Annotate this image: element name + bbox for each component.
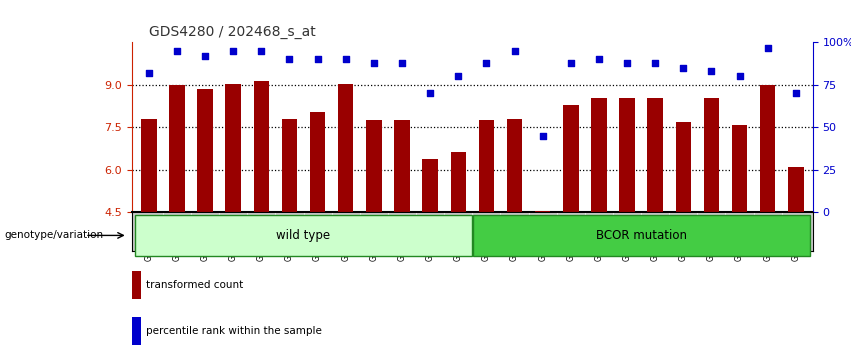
Point xyxy=(761,45,774,50)
Bar xyxy=(704,98,719,212)
Bar xyxy=(338,84,353,212)
Bar xyxy=(620,98,635,212)
Text: GSM755003: GSM755003 xyxy=(201,215,209,261)
Point xyxy=(142,70,156,76)
Point xyxy=(367,60,380,66)
Point xyxy=(480,60,494,66)
Text: percentile rank within the sample: percentile rank within the sample xyxy=(146,326,322,336)
Bar xyxy=(169,85,185,212)
Text: GSM755011: GSM755011 xyxy=(426,215,435,261)
Text: genotype/variation: genotype/variation xyxy=(4,230,103,240)
Bar xyxy=(134,215,472,256)
Point xyxy=(423,91,437,96)
Bar xyxy=(473,215,810,256)
Text: GDS4280 / 202468_s_at: GDS4280 / 202468_s_at xyxy=(149,25,316,39)
Bar xyxy=(506,119,523,212)
Text: GSM755017: GSM755017 xyxy=(623,215,631,261)
Point xyxy=(648,60,662,66)
Point xyxy=(564,60,578,66)
Bar xyxy=(197,89,213,212)
Point xyxy=(226,48,240,54)
Point xyxy=(339,57,352,62)
Bar xyxy=(132,271,141,299)
Bar xyxy=(788,167,803,212)
Point xyxy=(395,60,408,66)
Text: GSM755002: GSM755002 xyxy=(173,215,181,261)
Point xyxy=(508,48,522,54)
Bar xyxy=(732,125,747,212)
Text: BCOR mutation: BCOR mutation xyxy=(596,229,687,242)
Text: GSM755014: GSM755014 xyxy=(538,215,547,261)
Text: GSM755009: GSM755009 xyxy=(369,215,379,261)
Text: GSM755005: GSM755005 xyxy=(257,215,266,261)
Point xyxy=(789,91,802,96)
Text: GSM755024: GSM755024 xyxy=(454,215,463,261)
Text: GSM755004: GSM755004 xyxy=(229,215,237,261)
Point xyxy=(198,53,212,59)
Bar xyxy=(676,122,691,212)
Bar xyxy=(132,317,141,345)
Point xyxy=(733,74,746,79)
Text: GSM755018: GSM755018 xyxy=(651,215,660,261)
Bar xyxy=(422,159,438,212)
Text: GSM755022: GSM755022 xyxy=(763,215,772,261)
Bar xyxy=(310,112,325,212)
Bar xyxy=(226,84,241,212)
Bar xyxy=(282,119,297,212)
Text: GSM755007: GSM755007 xyxy=(313,215,322,261)
Bar xyxy=(760,85,775,212)
Text: GSM755006: GSM755006 xyxy=(285,215,294,261)
Text: GSM755021: GSM755021 xyxy=(735,215,744,261)
Point xyxy=(254,48,268,54)
Bar xyxy=(141,119,157,212)
Bar xyxy=(563,105,579,212)
Text: GSM755010: GSM755010 xyxy=(397,215,407,261)
Text: transformed count: transformed count xyxy=(146,280,243,290)
Bar xyxy=(254,81,269,212)
Text: wild type: wild type xyxy=(277,229,330,242)
Text: GSM755012: GSM755012 xyxy=(482,215,491,261)
Point xyxy=(705,69,718,74)
Point xyxy=(283,57,296,62)
Point xyxy=(451,74,465,79)
Bar xyxy=(394,120,409,212)
Bar xyxy=(366,120,381,212)
Text: GSM755019: GSM755019 xyxy=(679,215,688,261)
Point xyxy=(677,65,690,71)
Point xyxy=(536,133,550,139)
Point xyxy=(311,57,324,62)
Text: GSM755023: GSM755023 xyxy=(791,215,800,261)
Point xyxy=(592,57,606,62)
Text: GSM755020: GSM755020 xyxy=(707,215,716,261)
Bar xyxy=(591,98,607,212)
Text: GSM755001: GSM755001 xyxy=(145,215,153,261)
Point xyxy=(620,60,634,66)
Bar xyxy=(478,120,494,212)
Text: GSM755013: GSM755013 xyxy=(510,215,519,261)
Bar xyxy=(648,98,663,212)
Point xyxy=(170,48,184,54)
Text: GSM755015: GSM755015 xyxy=(566,215,575,261)
Bar xyxy=(450,152,466,212)
Text: GSM755016: GSM755016 xyxy=(594,215,603,261)
Bar xyxy=(535,211,551,212)
Text: GSM755008: GSM755008 xyxy=(341,215,351,261)
